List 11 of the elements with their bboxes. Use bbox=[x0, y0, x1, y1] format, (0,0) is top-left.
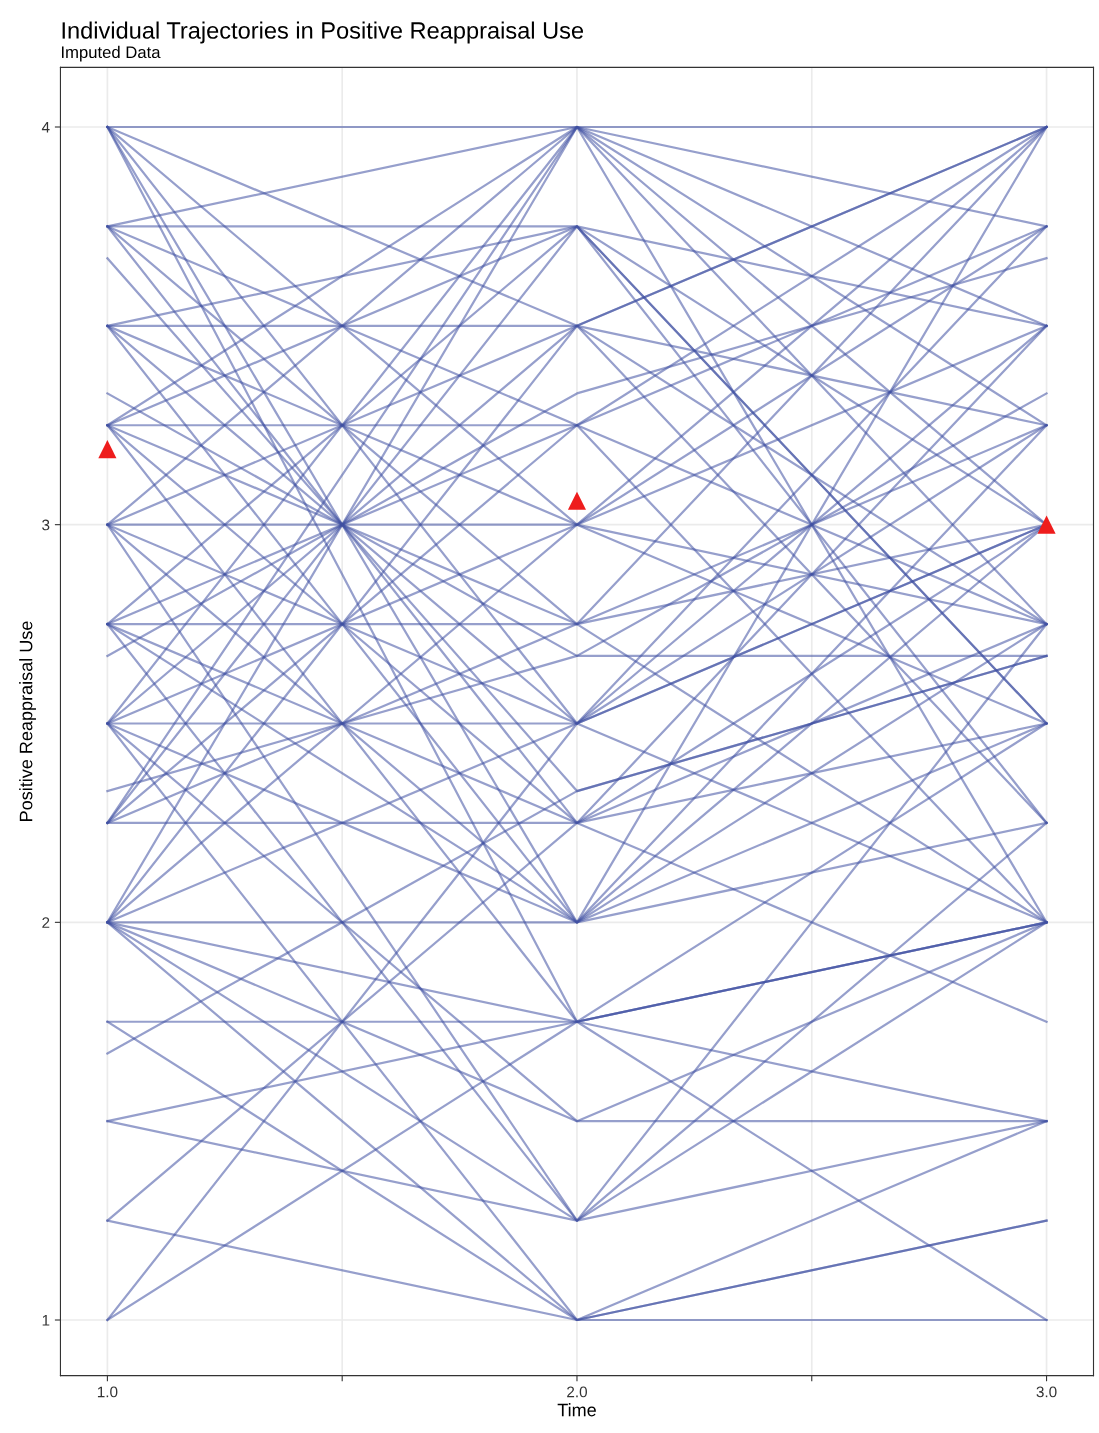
y-tick-label: 1 bbox=[42, 1315, 50, 1326]
x-tick-label: 2.0 bbox=[567, 1386, 587, 1398]
y-axis-title: Positive Reappraisal Use bbox=[19, 621, 36, 821]
x-axis-title: Time bbox=[557, 1403, 596, 1417]
chart-title: Individual Trajectories in Positive Reappraisal Use bbox=[62, 21, 584, 44]
y-tick-label: 4 bbox=[41, 122, 50, 133]
x-tick-label: 3.0 bbox=[1036, 1386, 1057, 1398]
y-tick-label: 2 bbox=[42, 917, 50, 928]
x-tick-label: 1.0 bbox=[97, 1386, 118, 1398]
y-tick-label: 3 bbox=[42, 519, 50, 531]
chart-subtitle: Imputed Data bbox=[61, 45, 161, 62]
